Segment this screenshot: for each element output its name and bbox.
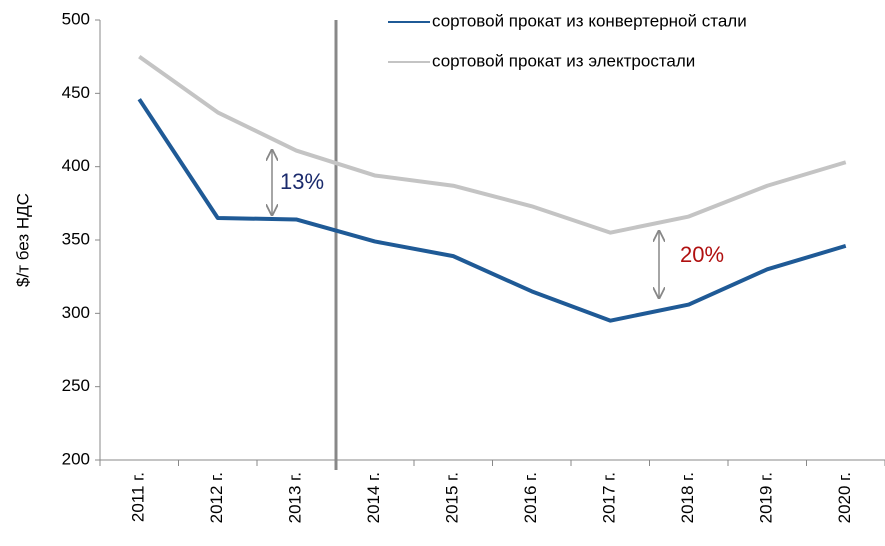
x-tick-label: 2019 г.	[757, 472, 776, 523]
line-series	[137, 98, 847, 323]
annotation: 13%	[280, 169, 324, 194]
y-tick-label: 250	[62, 376, 90, 395]
x-tick-label: 2016 г.	[521, 472, 540, 523]
legend-label: сортовой прокат из конвертерной стали	[432, 11, 747, 30]
y-tick-label: 300	[62, 303, 90, 322]
annotation: 20%	[680, 242, 724, 267]
x-tick-label: 2012 г.	[207, 472, 226, 523]
x-tick-label: 2013 г.	[286, 472, 305, 523]
y-tick-label: 400	[62, 156, 90, 175]
y-tick-label: 500	[62, 9, 90, 28]
x-tick-label: 2017 г.	[600, 472, 619, 523]
x-tick-label: 2015 г.	[443, 472, 462, 523]
line-series	[138, 55, 847, 235]
y-tick-label: 450	[62, 83, 90, 102]
y-tick-label: 350	[62, 229, 90, 248]
x-tick-label: 2014 г.	[364, 472, 383, 523]
y-tick-label: 200	[62, 449, 90, 468]
x-tick-label: 2011 г.	[129, 472, 148, 522]
legend-label: сортовой прокат из электростали	[432, 51, 695, 70]
y-axis-label: $/т без НДС	[13, 193, 32, 287]
x-tick-label: 2018 г.	[678, 472, 697, 523]
x-tick-label: 2020 г.	[835, 472, 854, 523]
